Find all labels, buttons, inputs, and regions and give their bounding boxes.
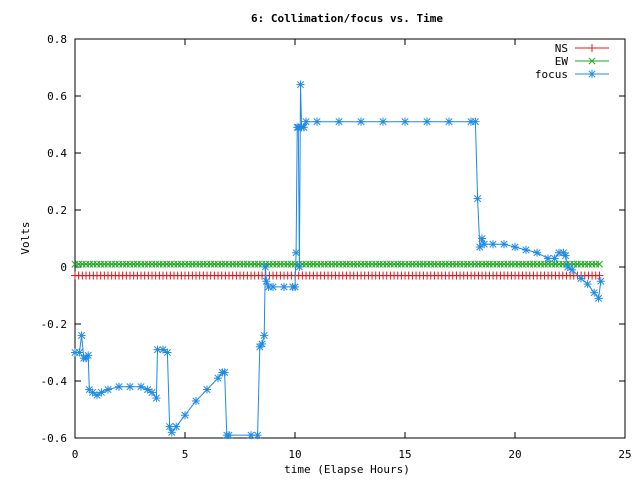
data-point: [214, 374, 222, 383]
x-tick-label: 5: [182, 448, 189, 461]
data-point: [84, 351, 93, 360]
data-point: [143, 385, 152, 394]
data-point: [137, 382, 145, 391]
data-point: [104, 385, 112, 394]
data-point: [473, 194, 482, 203]
legend-label: focus: [535, 68, 568, 81]
data-point: [77, 331, 86, 340]
data-point: [148, 388, 156, 397]
x-tick-label: 25: [618, 448, 631, 461]
data-point: [471, 117, 480, 126]
legend-swatch-marker: [588, 70, 596, 78]
y-axis-label: Volts: [19, 221, 32, 254]
data-point: [511, 243, 519, 252]
data-point: [577, 274, 585, 283]
data-point: [163, 348, 172, 357]
data-point: [269, 282, 277, 291]
data-point: [167, 428, 176, 437]
data-point: [115, 382, 123, 391]
data-point: [475, 243, 484, 252]
data-point: [522, 245, 530, 254]
data-point: [594, 294, 603, 303]
x-tick-label: 20: [508, 448, 521, 461]
data-point: [401, 117, 409, 126]
y-tick-label: 0.4: [47, 147, 67, 160]
data-point: [302, 117, 310, 126]
legend-swatch-marker: [588, 44, 596, 52]
data-point: [253, 431, 262, 440]
data-point: [595, 271, 604, 280]
data-point: [260, 331, 269, 340]
data-point: [489, 240, 497, 249]
x-tick-label: 15: [398, 448, 411, 461]
data-point: [93, 391, 101, 400]
y-tick-label: -0.6: [41, 432, 68, 445]
data-point: [563, 263, 572, 271]
data-point: [225, 431, 233, 440]
data-point: [152, 394, 161, 403]
data-point: [126, 382, 134, 391]
data-point: [568, 265, 577, 274]
data-point: [595, 260, 603, 268]
data-point: [172, 422, 181, 431]
x-tick-label: 0: [72, 448, 79, 461]
data-point: [583, 280, 592, 289]
data-point: [544, 254, 552, 263]
data-point: [97, 388, 106, 397]
data-point: [192, 396, 200, 405]
data-point: [357, 117, 365, 126]
data-point: [313, 117, 321, 126]
data-point: [335, 117, 343, 126]
y-tick-label: 0.2: [47, 204, 67, 217]
data-point: [379, 117, 387, 126]
series-EW: [71, 260, 603, 268]
data-point: [533, 248, 541, 257]
data-point: [596, 277, 605, 286]
data-point: [88, 388, 97, 397]
y-tick-label: -0.4: [41, 375, 68, 388]
data-point: [423, 117, 431, 126]
x-tick-label: 10: [288, 448, 301, 461]
data-point: [181, 411, 189, 420]
data-point: [291, 282, 299, 291]
series-NS: [71, 271, 604, 280]
data-point: [445, 117, 453, 126]
data-point: [590, 288, 599, 297]
data-point: [500, 240, 508, 249]
x-axis-label: time (Elapse Hours): [284, 463, 410, 476]
data-point: [561, 251, 570, 260]
y-tick-label: 0.6: [47, 90, 67, 103]
data-point: [203, 385, 211, 394]
data-point: [75, 348, 84, 357]
series-line: [75, 84, 602, 436]
data-point: [480, 240, 489, 249]
legend-label: EW: [555, 55, 569, 68]
y-tick-label: 0: [60, 261, 67, 274]
data-point: [550, 254, 559, 263]
data-point: [220, 368, 229, 377]
data-point: [295, 263, 304, 271]
legend-swatch-marker: [588, 57, 596, 65]
chart-title: 6: Collimation/focus vs. Time: [251, 12, 443, 25]
data-point: [292, 248, 301, 257]
plot-frame: [74, 38, 626, 439]
data-point: [296, 80, 305, 89]
data-point: [153, 345, 162, 354]
data-point: [159, 345, 167, 354]
data-point: [247, 431, 255, 440]
data-point: [261, 263, 270, 271]
y-tick-label: 0.8: [47, 33, 67, 46]
axes: 0 5 10 15 20 25 -0.6 -0.4 -0.2 0 0.2 0.4 0.6 0.8: [41, 33, 632, 461]
data-point: [280, 282, 288, 291]
series-layer: [71, 80, 605, 440]
legend-label: NS: [555, 42, 568, 55]
y-tick-label: -0.2: [41, 318, 68, 331]
series-focus: [71, 80, 605, 440]
data-point: [258, 339, 266, 348]
